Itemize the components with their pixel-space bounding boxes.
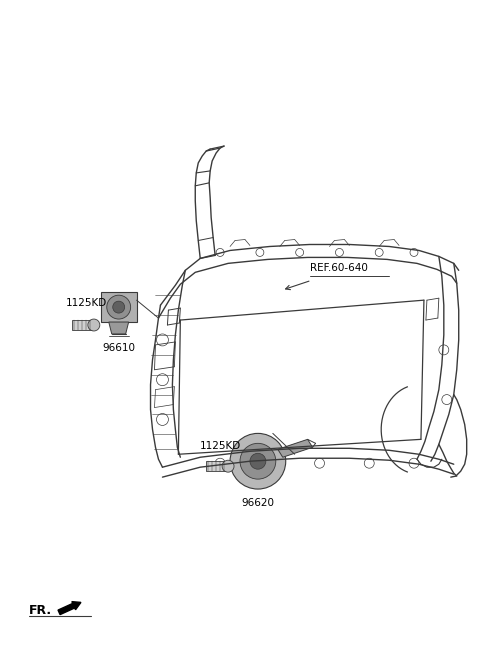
- Text: 96610: 96610: [102, 343, 135, 353]
- Circle shape: [113, 301, 125, 313]
- Text: FR.: FR.: [29, 604, 52, 617]
- Circle shape: [222, 461, 234, 472]
- Circle shape: [88, 319, 100, 331]
- FancyArrow shape: [58, 602, 81, 615]
- Polygon shape: [278, 440, 312, 457]
- Text: 1125KD: 1125KD: [200, 441, 241, 451]
- Text: 96620: 96620: [241, 498, 275, 508]
- Circle shape: [250, 453, 266, 469]
- Polygon shape: [109, 322, 129, 334]
- Text: 1125KD: 1125KD: [66, 298, 107, 308]
- Polygon shape: [101, 292, 137, 322]
- Text: REF.60-640: REF.60-640: [310, 263, 368, 274]
- Circle shape: [107, 295, 131, 319]
- Circle shape: [240, 443, 276, 479]
- Polygon shape: [72, 320, 92, 330]
- Circle shape: [230, 434, 286, 489]
- Polygon shape: [206, 461, 226, 471]
